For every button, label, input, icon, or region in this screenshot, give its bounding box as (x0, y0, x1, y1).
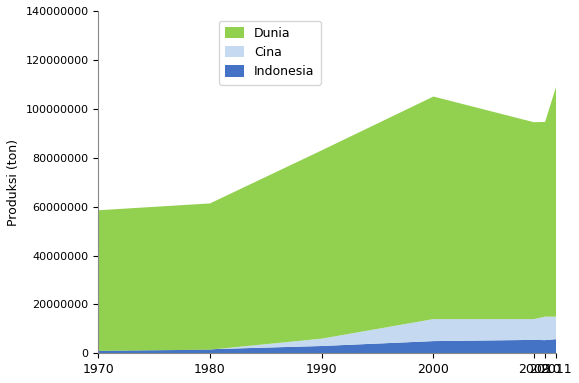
Legend: Dunia, Cina, Indonesia: Dunia, Cina, Indonesia (219, 21, 321, 85)
Y-axis label: Produksi (ton): Produksi (ton) (7, 139, 20, 226)
